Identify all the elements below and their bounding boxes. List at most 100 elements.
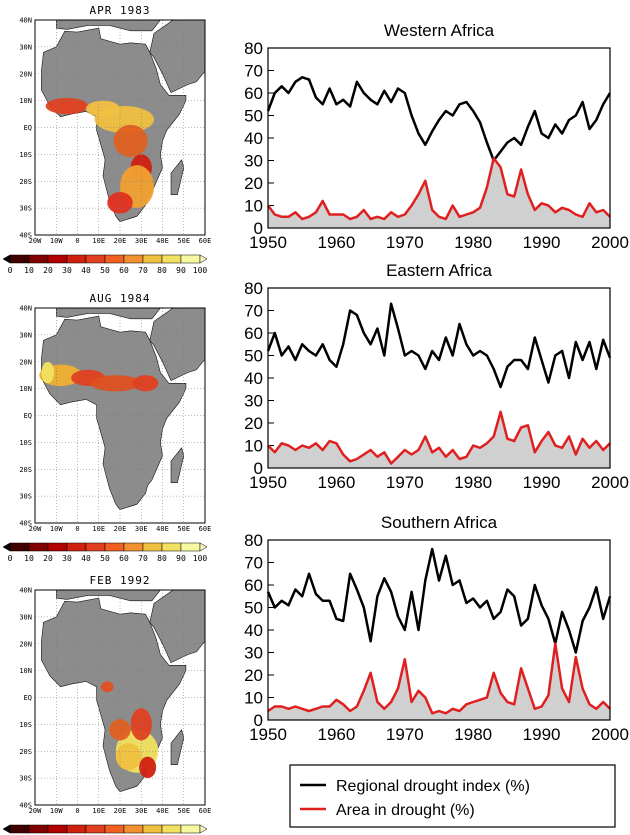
y-tick-label: 80 xyxy=(244,531,263,550)
lat-label: 30S xyxy=(19,205,32,213)
land xyxy=(149,308,205,382)
colorbar-label: 10 xyxy=(24,266,34,275)
y-tick-label: 30 xyxy=(244,152,263,171)
y-tick-label: 0 xyxy=(254,711,263,730)
lat-label: 30S xyxy=(19,775,32,783)
drought-patch xyxy=(90,375,142,392)
land xyxy=(170,159,185,195)
colorbar-cell xyxy=(161,542,182,552)
colorbar-cell xyxy=(9,254,30,264)
lon-label: 20W xyxy=(29,525,42,533)
colorbar-cell xyxy=(47,824,68,834)
y-tick-label: 20 xyxy=(244,414,263,433)
lon-label: 0 xyxy=(75,807,79,815)
lon-label: 20E xyxy=(114,807,127,815)
lat-label: 10S xyxy=(19,439,32,447)
legend-label: Area in drought (%) xyxy=(336,802,475,819)
colorbar-label: 0 xyxy=(8,266,13,275)
y-tick-label: 50 xyxy=(244,347,263,366)
colorbar-label: 90 xyxy=(176,266,186,275)
y-tick-label: 70 xyxy=(244,554,263,573)
lon-label: 10E xyxy=(92,237,105,245)
colorbar-cell xyxy=(104,542,125,552)
drought-patch xyxy=(132,375,159,392)
colorbar-label: 80 xyxy=(157,554,167,563)
x-tick-label: 1960 xyxy=(317,233,355,252)
colorbar-cell xyxy=(123,824,144,834)
colorbar-cell xyxy=(66,824,87,834)
lat-label: 10N xyxy=(19,385,32,393)
series-line xyxy=(267,157,611,221)
lat-label: 10S xyxy=(19,151,32,159)
colorbar-cell xyxy=(28,542,49,552)
x-tick-label: 1990 xyxy=(523,725,561,744)
x-tick-label: 1980 xyxy=(454,473,492,492)
colorbar-cell xyxy=(9,824,30,834)
lat-label: 20S xyxy=(19,748,32,756)
y-tick-label: 10 xyxy=(244,689,263,708)
lat-label: 30N xyxy=(19,43,32,51)
series-line xyxy=(267,642,611,715)
colorbar-cell xyxy=(85,254,106,264)
chart-title: Eastern Africa xyxy=(386,261,492,280)
lon-label: 50E xyxy=(177,237,190,245)
x-tick-label: 1990 xyxy=(523,233,561,252)
lat-label: 20N xyxy=(19,640,32,648)
land xyxy=(170,447,185,483)
lon-label: 10E xyxy=(92,807,105,815)
lat-label: 30S xyxy=(19,493,32,501)
lon-label: 30E xyxy=(135,525,148,533)
lat-label: 10N xyxy=(19,667,32,675)
colorbar-cell xyxy=(180,254,201,264)
y-tick-label: 10 xyxy=(244,197,263,216)
y-tick-label: 0 xyxy=(254,219,263,238)
colorbar-label: 80 xyxy=(157,266,167,275)
colorbar-cell xyxy=(123,254,144,264)
lat-label: EQ xyxy=(24,694,32,702)
plot-frame xyxy=(267,539,611,721)
legend: Regional drought index (%) Area in drough… xyxy=(289,764,616,828)
y-tick-label: 70 xyxy=(244,62,263,81)
colorbar-label: 40 xyxy=(81,554,91,563)
colorbar-label: 20 xyxy=(43,554,53,563)
colorbar-cell xyxy=(47,254,68,264)
x-tick-label: 1980 xyxy=(454,233,492,252)
colorbar-label: 100 xyxy=(193,266,208,275)
lat-label: EQ xyxy=(24,124,32,132)
drought-patch xyxy=(107,192,133,214)
series-line xyxy=(266,547,612,654)
colorbar-cell xyxy=(161,254,182,264)
land xyxy=(149,20,205,94)
colorbar-label: 90 xyxy=(176,554,186,563)
x-tick-label: 1960 xyxy=(317,725,355,744)
drought-area xyxy=(268,158,610,228)
colorbar-label: 30 xyxy=(62,266,72,275)
y-tick-label: 80 xyxy=(244,39,263,58)
lon-label: 50E xyxy=(177,807,190,815)
y-tick-label: 60 xyxy=(244,84,263,103)
series-line xyxy=(267,410,611,465)
lon-label: 20E xyxy=(114,525,127,533)
map-frame xyxy=(34,307,206,524)
colorbar-label: 0 xyxy=(8,554,13,563)
legend-frame xyxy=(289,764,616,828)
lat-label: 40N xyxy=(19,17,32,25)
lon-label: 30E xyxy=(135,237,148,245)
colorbar-cell xyxy=(9,542,30,552)
x-tick-label: 1950 xyxy=(249,233,287,252)
y-tick-label: 40 xyxy=(244,621,263,640)
lon-label: 10E xyxy=(92,525,105,533)
colorbar-end xyxy=(2,254,11,264)
lon-label: 60E xyxy=(199,525,212,533)
x-tick-label: 2000 xyxy=(591,233,629,252)
y-tick-label: 80 xyxy=(244,279,263,298)
y-tick-label: 60 xyxy=(244,576,263,595)
colorbar-label: 70 xyxy=(138,266,148,275)
colorbar-cell xyxy=(123,542,144,552)
land xyxy=(55,308,161,320)
lon-label: 50E xyxy=(177,525,190,533)
lon-label: 60E xyxy=(199,807,212,815)
colorbar-label: 40 xyxy=(81,266,91,275)
colorbar-cell xyxy=(104,254,125,264)
y-tick-label: 0 xyxy=(254,459,263,478)
